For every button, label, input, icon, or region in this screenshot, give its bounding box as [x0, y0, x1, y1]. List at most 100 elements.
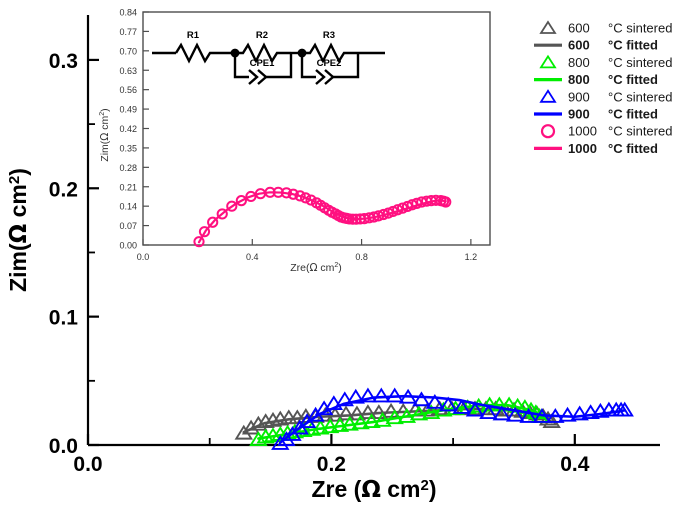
data-marker-circle [198, 226, 211, 238]
inset-y-tick-label: 0.77 [119, 27, 137, 37]
inset-y-tick-label: 0.00 [119, 241, 137, 251]
data-marker-triangle [492, 405, 511, 421]
data-marker-triangle [581, 404, 600, 420]
data-marker-circle [305, 194, 317, 206]
data-marker-circle [440, 196, 452, 208]
data-marker-triangle [519, 408, 538, 423]
legend-label-suffix: °C fitted [608, 38, 658, 53]
data-marker-triangle [615, 401, 634, 417]
inset-x-tick-label: 0.4 [246, 252, 259, 262]
x-tick-label: 0.2 [317, 453, 346, 476]
inset-series-1000-c-fitted [197, 191, 447, 244]
data-marker-triangle [558, 406, 577, 422]
y-tick-label: 0.2 [49, 178, 78, 201]
main-series-group [234, 387, 634, 450]
legend-temperature: 1000 [568, 141, 597, 156]
data-marker-circle [235, 195, 247, 207]
resistor-r2 [235, 42, 291, 64]
legend-item-600-fitted[interactable]: 600 °C fitted [534, 38, 658, 53]
data-marker-triangle [358, 387, 378, 403]
data-marker-triangle [335, 391, 354, 407]
cpe2-wire-right [332, 53, 360, 79]
legend-label-suffix: °C fitted [608, 72, 658, 87]
data-marker-triangle [452, 399, 471, 414]
main-xaxis-title: Zre (Ω cm2) [311, 476, 436, 503]
cpe2-chevron-b [324, 69, 335, 85]
data-marker-triangle [425, 393, 445, 409]
resistor-r1 [174, 42, 234, 64]
inset-yaxis-title: Zim(Ω cm2) [99, 108, 111, 161]
equivalent-circuit-diagram: R1 R2 CPE1 R3 [152, 30, 385, 85]
legend-circle-icon [540, 124, 556, 139]
inset-x-tick-label: 0.8 [355, 252, 368, 262]
series-800-c-fitted [257, 403, 541, 440]
inset-y-tick-label: 0.63 [119, 66, 137, 76]
legend-label-suffix: °C sintered [608, 55, 672, 70]
legend-label-suffix: °C sintered [608, 89, 672, 104]
fitted-curve [197, 191, 447, 244]
cpe1-chevron-a [248, 69, 259, 85]
inset-y-tick-label: 0.07 [119, 221, 137, 231]
main-tick-labels: 0.0 0.2 0.4 0.0 0.1 0.2 0.3 [49, 50, 590, 476]
data-marker-triangle [465, 401, 485, 417]
legend-item-900-fitted[interactable]: 900 °C fitted [534, 107, 658, 122]
data-marker-triangle [372, 387, 391, 403]
data-marker-circle [245, 190, 257, 203]
x-tick-label: 0.4 [560, 453, 590, 476]
inset-xaxis-title: Zre(Ω cm2) [290, 262, 342, 274]
y-tick-label: 0.1 [49, 307, 79, 330]
inset-y-tick-label: 0.21 [119, 182, 137, 192]
y-tick-label: 0.3 [49, 50, 78, 73]
legend-temperature: 600 [568, 38, 590, 53]
data-marker-triangle [570, 405, 589, 421]
fitted-curve [257, 403, 541, 440]
series-900-c-fitted [278, 394, 627, 444]
inset-y-tick-label: 0.42 [119, 124, 137, 134]
series-900-c-sintered [271, 387, 634, 450]
inset-y-tick-label: 0.28 [119, 163, 137, 173]
data-marker-triangle [479, 404, 498, 420]
inset-x-tick-label: 1.2 [465, 252, 478, 262]
inset-tick-labels: 0.0 0.4 0.8 1.2 0.00 0.07 0.14 0.21 0.28 0.35 0.42… [119, 8, 477, 263]
data-marker-circle [207, 216, 219, 228]
legend-temperature: 600 [568, 21, 590, 36]
legend-item-600-sintered[interactable]: 600 °C sintered [539, 20, 672, 36]
circuit-label-cpe1: CPE1 [250, 58, 276, 69]
cpe2-chevron-a [315, 69, 326, 85]
legend-item-1000-sintered[interactable]: 1000 °C sintered [540, 124, 672, 139]
legend: 600 °C sintered 600 °C fitted 800 °C sintered… [534, 20, 672, 156]
data-marker-triangle [336, 405, 356, 421]
inset-y-tick-label: 0.49 [119, 105, 137, 115]
legend-label-suffix: °C fitted [608, 141, 658, 156]
inset-tick-marks [142, 11, 472, 246]
legend-label-suffix: °C sintered [608, 21, 672, 36]
inset-y-tick-label: 0.14 [119, 202, 137, 212]
inset-plot: 0.0 0.4 0.8 1.2 0.00 0.07 0.14 0.21 0.28 0.35 0.42… [99, 8, 491, 274]
cpe1-wire-right [265, 53, 293, 79]
legend-item-800-fitted[interactable]: 800 °C fitted [534, 72, 658, 87]
data-marker-triangle [505, 406, 525, 422]
inset-y-tick-label: 0.35 [119, 143, 137, 153]
data-marker-circle [216, 208, 228, 220]
cpe1-wire-left [233, 53, 249, 79]
cpe2-wire-left [300, 53, 316, 79]
legend-item-1000-fitted[interactable]: 1000 °C fitted [534, 141, 658, 156]
legend-temperature: 900 [568, 89, 590, 104]
legend-triangle-icon [539, 89, 557, 103]
legend-item-800-sintered[interactable]: 800 °C sintered [539, 54, 672, 70]
inset-y-tick-label: 0.56 [119, 85, 137, 95]
legend-item-900-sintered[interactable]: 900 °C sintered [539, 89, 672, 104]
circuit-label-r3: R3 [323, 30, 335, 41]
inset-series-group [193, 186, 452, 248]
legend-label-suffix: °C sintered [608, 124, 672, 139]
inset-x-tick-label: 0.0 [137, 252, 150, 262]
circuit-label-r1: R1 [187, 30, 200, 41]
fitted-curve [278, 394, 627, 444]
data-marker-triangle [412, 391, 431, 407]
circuit-label-r2: R2 [256, 30, 268, 41]
data-marker-triangle [358, 404, 378, 420]
inset-y-tick-label: 0.70 [119, 46, 137, 56]
legend-triangle-icon [539, 20, 557, 34]
